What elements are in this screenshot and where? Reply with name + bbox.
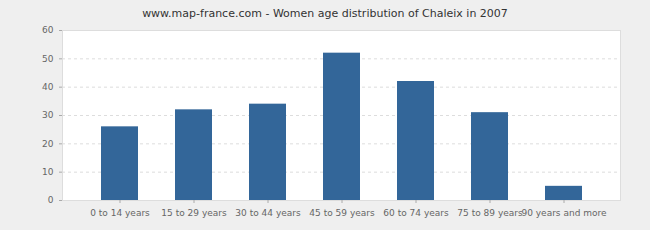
svg-text:0: 0 <box>48 195 54 205</box>
svg-text:20: 20 <box>42 139 54 149</box>
svg-text:15 to 29 years: 15 to 29 years <box>161 208 227 218</box>
svg-text:50: 50 <box>42 54 54 64</box>
svg-text:75 to 89 years: 75 to 89 years <box>457 208 523 218</box>
svg-text:10: 10 <box>42 167 54 177</box>
svg-text:0 to 14 years: 0 to 14 years <box>90 208 150 218</box>
html-text:www.map-france.com - Women age: www.map-france.com - Women age distribut… <box>142 7 508 20</box>
svg-text:90 years and more: 90 years and more <box>521 208 607 218</box>
svg-text:60 to 74 years: 60 to 74 years <box>383 208 449 218</box>
svg-text:40: 40 <box>42 82 54 92</box>
svg-text:30 to 44 years: 30 to 44 years <box>235 208 301 218</box>
svg-text:30: 30 <box>42 110 54 120</box>
svg-text:45 to 59 years: 45 to 59 years <box>309 208 375 218</box>
svg-text:60: 60 <box>42 25 54 35</box>
